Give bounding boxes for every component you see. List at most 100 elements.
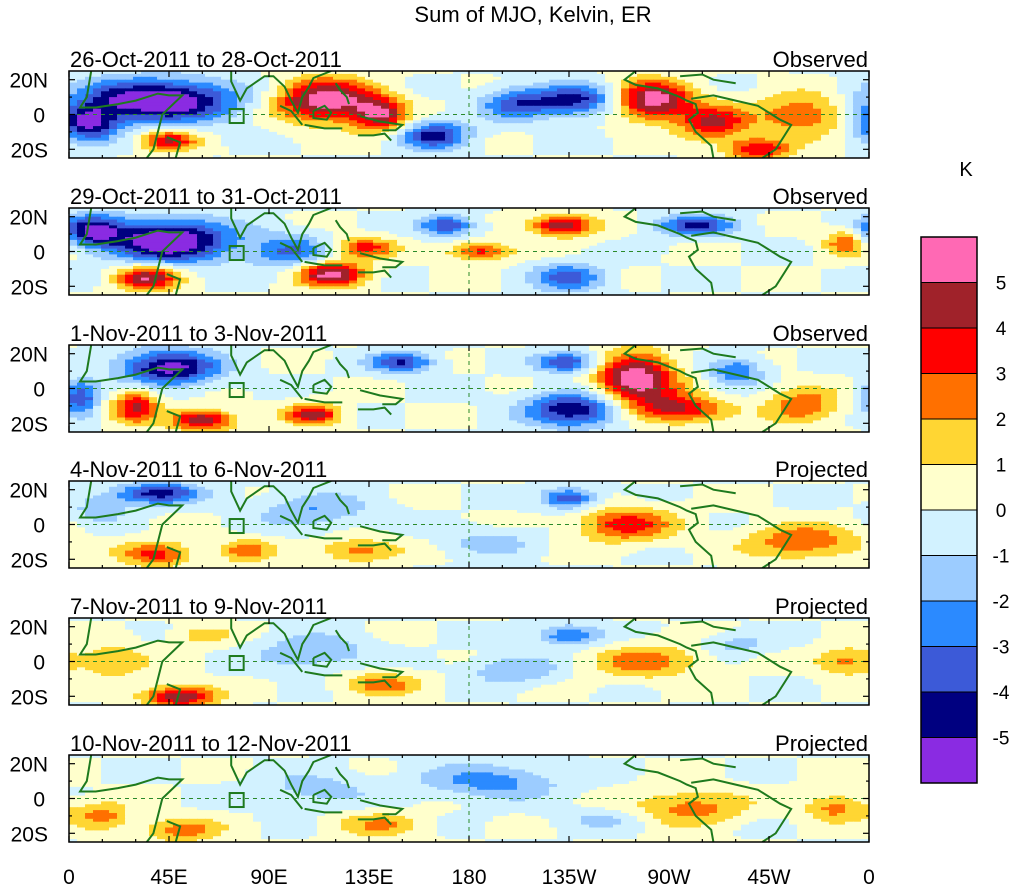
heat-cell (789, 146, 798, 150)
heat-cell (485, 228, 494, 232)
heat-cell (477, 219, 486, 224)
heat-cell (261, 120, 270, 124)
heat-cell (325, 111, 334, 116)
heat-cell (541, 234, 550, 238)
heat-cell (669, 82, 678, 87)
heat-cell (189, 114, 198, 118)
heat-cell (781, 129, 790, 133)
heat-cell (637, 234, 646, 238)
heat-cell (365, 108, 374, 113)
heat-cell (837, 225, 846, 229)
heat-cell (637, 140, 646, 145)
heat-cell (77, 219, 86, 224)
heat-cell (757, 213, 766, 218)
heat-cell (797, 225, 806, 229)
heat-cell (717, 134, 726, 139)
heat-cell (221, 123, 230, 127)
heat-cell (477, 213, 486, 218)
heat-cell (589, 71, 598, 75)
heat-cell (661, 208, 670, 212)
heat-cell (685, 76, 694, 81)
heat-cell (317, 208, 326, 212)
heat-cell (373, 114, 382, 118)
heat-cell (485, 213, 494, 218)
heat-cell (781, 222, 790, 226)
heat-cell (693, 219, 702, 224)
heat-cell (549, 254, 558, 258)
heat-cell (469, 97, 478, 101)
heat-cell (861, 257, 869, 261)
heat-cell (853, 143, 862, 147)
heat-cell (821, 231, 830, 235)
heat-cell (301, 257, 310, 261)
heat-cell (437, 219, 446, 224)
heat-cell (613, 222, 622, 226)
heat-cell (349, 234, 358, 238)
heat-cell (197, 254, 206, 258)
heat-cell (93, 208, 102, 212)
heat-cell (77, 117, 86, 121)
heat-cell (269, 114, 278, 118)
heat-cell (693, 85, 702, 89)
heat-cell (149, 216, 158, 221)
heat-cell (741, 88, 750, 92)
heat-cell (261, 213, 270, 218)
heat-cell (469, 94, 478, 98)
heat-cell (629, 131, 638, 136)
heat-cell (717, 149, 726, 153)
heat-cell (437, 88, 446, 92)
heat-cell (429, 260, 438, 264)
heat-cell (189, 222, 198, 226)
heat-cell (709, 237, 718, 241)
heat-cell (445, 71, 454, 75)
heat-cell (709, 91, 718, 95)
heat-cell (437, 102, 446, 107)
heat-cell (85, 146, 94, 150)
heat-cell (549, 251, 558, 255)
heat-cell (813, 219, 822, 224)
heat-cell (293, 149, 302, 153)
heat-cell (517, 117, 526, 121)
heat-cell (845, 76, 854, 81)
heat-cell (253, 234, 262, 238)
heat-cell (405, 222, 414, 226)
heat-cell (93, 152, 102, 156)
heat-cell (717, 257, 726, 261)
heat-cell (149, 242, 158, 247)
heat-cell (613, 85, 622, 89)
heat-cell (69, 76, 78, 81)
heat-cell (741, 251, 750, 255)
heat-cell (389, 222, 398, 226)
heat-cell (741, 97, 750, 101)
heat-cell (69, 257, 78, 261)
heat-cell (269, 140, 278, 145)
heat-cell (101, 213, 110, 218)
heat-cell (445, 105, 454, 110)
heat-cell (213, 126, 222, 130)
heat-cell (373, 239, 382, 244)
heat-cell (389, 134, 398, 139)
heat-cell (357, 94, 366, 98)
heat-cell (365, 126, 374, 130)
heat-cell (613, 208, 622, 212)
heat-cell (485, 208, 494, 212)
heat-cell (637, 152, 646, 156)
heat-cell (325, 105, 334, 110)
heat-cell (581, 134, 590, 139)
heat-cell (253, 231, 262, 235)
heat-cell (269, 129, 278, 133)
heat-cell (741, 237, 750, 241)
heat-cell (133, 231, 142, 235)
heat-cell (589, 242, 598, 247)
heat-cell (229, 137, 238, 142)
heat-cell (765, 105, 774, 110)
heat-cell (845, 234, 854, 238)
heat-cell (701, 105, 710, 110)
heat-cell (645, 71, 654, 75)
heat-cell (581, 208, 590, 212)
heat-cell (77, 248, 86, 253)
heat-cell (677, 137, 686, 142)
heat-cell (469, 111, 478, 116)
heat-cell (837, 71, 846, 75)
heat-cell (589, 239, 598, 244)
